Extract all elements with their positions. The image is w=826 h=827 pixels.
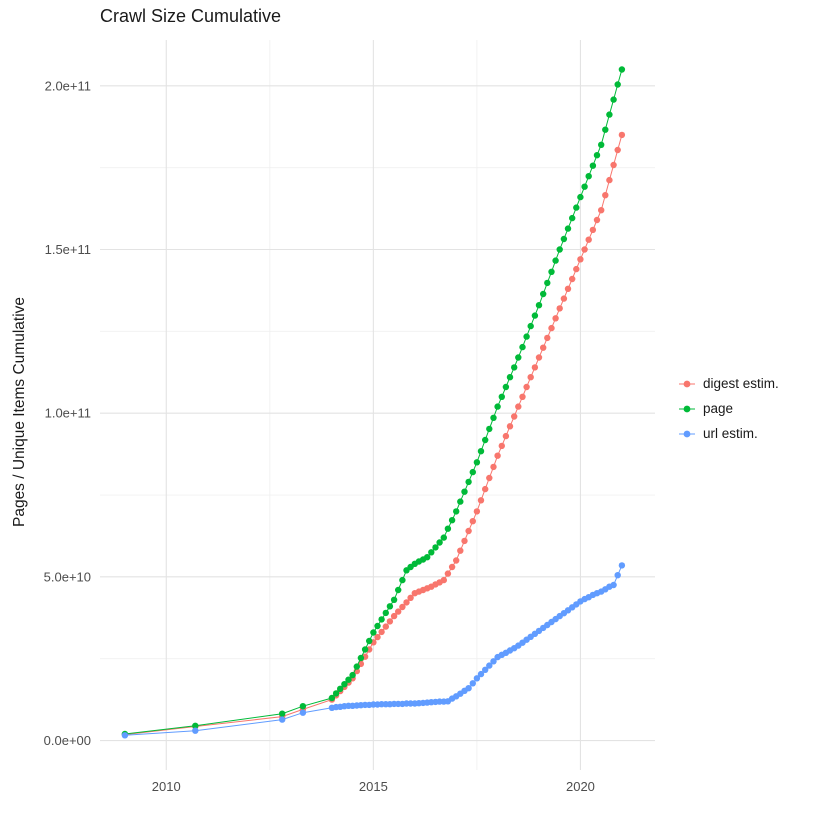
legend-key-icon <box>679 380 695 387</box>
legend-label: digest estim. <box>703 376 779 391</box>
legend-item-digest-estim: digest estim. <box>678 376 779 391</box>
chart-title: Crawl Size Cumulative <box>100 6 282 26</box>
y-tick-label: 5.0e+10 <box>44 569 91 584</box>
gridlines-minor <box>100 40 655 770</box>
y-tick-label: 2.0e+11 <box>45 78 91 93</box>
legend-label: url estim. <box>703 426 758 441</box>
x-tick-label: 2015 <box>359 779 388 794</box>
y-tick-label: 0.0e+00 <box>44 733 91 748</box>
legend: digest estim. page url estim. <box>678 376 779 441</box>
y-tick-label: 1.5e+11 <box>45 242 91 257</box>
y-tick-label: 1.0e+11 <box>45 406 91 421</box>
legend-item-page: page <box>678 401 779 416</box>
series-points-url-estim <box>121 562 626 739</box>
gridlines-major <box>100 40 655 770</box>
legend-key-icon <box>679 405 695 412</box>
x-tick-labels: 2010 2015 2020 <box>152 779 595 794</box>
legend-key-icon <box>679 430 695 437</box>
series-points-page <box>121 66 626 738</box>
x-tick-label: 2010 <box>152 779 181 794</box>
legend-item-url-estim: url estim. <box>678 426 779 441</box>
legend-label: page <box>703 401 734 416</box>
x-tick-label: 2020 <box>566 779 595 794</box>
y-tick-labels: 0.0e+00 5.0e+10 1.0e+11 1.5e+11 2.0e+11 <box>44 78 91 748</box>
